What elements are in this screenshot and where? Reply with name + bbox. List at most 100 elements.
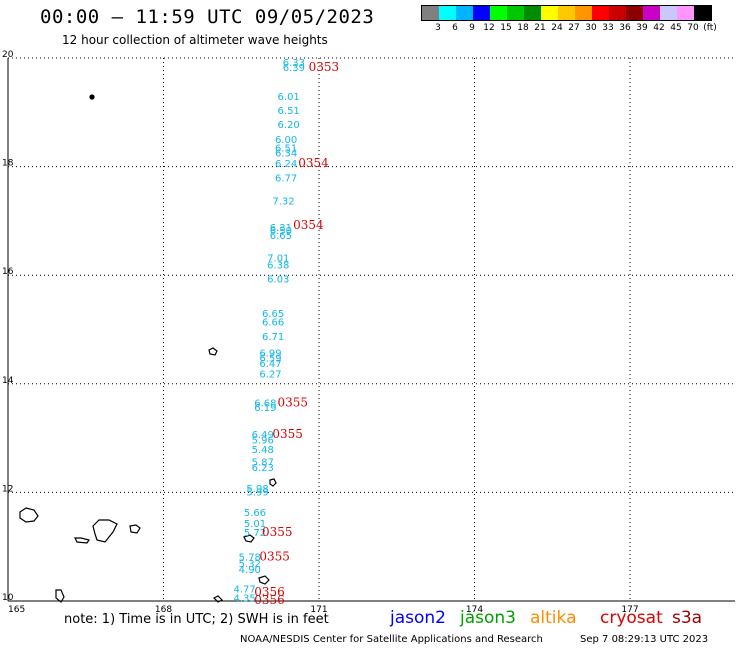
legend-label: (ft)	[703, 23, 717, 33]
legend-label: 42	[653, 23, 665, 33]
legend-label: 70	[687, 23, 699, 33]
island-cluster-2	[269, 478, 277, 487]
wave-height-value: 6.66	[262, 317, 284, 328]
legend-swatch	[524, 6, 541, 20]
footer-note: note: 1) Time is in UTC; 2) SWH is in fe…	[64, 612, 329, 627]
wave-height-value: 7.32	[272, 196, 294, 207]
legend-swatch	[643, 6, 660, 20]
legend-labels: 3 6 9 12 15 18 21 24 27 30 33 36 39 42 45 70 (ft)	[421, 21, 717, 35]
wave-height-value: 5.48	[252, 445, 274, 456]
legend-swatch	[541, 6, 558, 20]
pass-time-label: 0354	[293, 218, 324, 232]
island-cluster-5	[74, 537, 90, 544]
wave-height-value: 5.78	[239, 552, 261, 563]
island-cluster-8	[55, 589, 65, 603]
legend-label: 24	[551, 23, 563, 33]
legend-label: 27	[568, 23, 580, 33]
wave-height-value: 6.65	[270, 231, 292, 242]
wave-height-value: 6.20	[278, 120, 300, 131]
island-cluster-3	[92, 519, 118, 543]
wave-height-value: 4.90	[239, 565, 261, 576]
wave-height-value: 6.51	[278, 106, 300, 117]
wave-height-value: 6.19	[254, 403, 276, 414]
legend-label: 15	[500, 23, 512, 33]
legend-swatch	[507, 6, 524, 20]
wave-height-value: 4.35	[233, 594, 255, 605]
legend-swatch	[456, 6, 473, 20]
wave-height-value: 6.34	[275, 148, 297, 159]
pass-time-label: 0355	[259, 549, 290, 563]
legend-swatch	[422, 6, 439, 20]
wave-height-value: 6.77	[275, 173, 297, 184]
wave-height-value: 6.38	[267, 260, 289, 271]
wave-height-value: 5.01	[244, 519, 266, 530]
legend-label: 12	[483, 23, 495, 33]
coastlines	[19, 94, 277, 603]
wave-height-value: 6.33	[283, 58, 305, 69]
lat-label: 20	[2, 50, 14, 60]
wave-height-value: 5.98	[246, 484, 268, 495]
satellite-label: altika	[530, 608, 577, 628]
lon-label: 168	[155, 605, 172, 615]
pass-time-label: 0356	[254, 585, 285, 599]
wave-height-value: 6.99	[259, 348, 281, 359]
wave-height-value: 5.99	[246, 487, 268, 498]
pass-time-label: 0356	[254, 593, 285, 607]
legend-label: 33	[602, 23, 614, 33]
wave-height-value: 6.65	[262, 309, 284, 320]
wave-height-value: 6.59	[259, 354, 281, 365]
wave-observations: 6.336.396.016.516.206.006.516.346.246.77…	[233, 58, 305, 605]
pass-time-label: 0355	[272, 427, 303, 441]
legend-label: 36	[619, 23, 631, 33]
wave-height-value: 6.47	[259, 359, 281, 370]
wave-height-value: 6.01	[278, 92, 300, 103]
legend-swatch	[609, 6, 626, 20]
wave-height-value: 6.39	[283, 63, 305, 74]
wave-height-value: 6.71	[262, 332, 284, 343]
island-cluster-7	[258, 575, 270, 585]
legend-swatch	[575, 6, 592, 20]
legend-swatch	[490, 6, 507, 20]
footer-timestamp: Sep 7 08:29:13 UTC 2023	[580, 634, 709, 645]
wave-height-value: 6.50	[270, 226, 292, 237]
wave-height-value: 7.01	[267, 253, 289, 264]
satellite-label: s3a	[672, 608, 703, 628]
page-subtitle: 12 hour collection of altimeter wave hei…	[62, 33, 328, 47]
wave-height-value: 6.27	[259, 369, 281, 380]
pass-time-label: 0355	[262, 525, 293, 539]
wave-height-value: 5.66	[244, 508, 266, 519]
island-cluster-1	[208, 347, 218, 356]
satellite-label: jason2	[390, 608, 446, 628]
lon-label: 165	[8, 605, 25, 615]
island-cluster-9	[212, 595, 224, 603]
legend-swatch	[439, 6, 456, 20]
satellite-label: cryosat	[600, 608, 663, 628]
legend-label: 39	[636, 23, 648, 33]
wave-height-value: 6.51	[275, 144, 297, 155]
wave-height-value: 6.23	[252, 463, 274, 474]
legend-swatch	[558, 6, 575, 20]
wave-height-value: 6.31	[270, 223, 292, 234]
legend-label: 6	[452, 23, 458, 33]
wave-height-value: 5.96	[252, 436, 274, 447]
wave-height-value: 6.03	[267, 274, 289, 285]
pass-time-label: 0355	[278, 395, 309, 409]
wave-height-value: 6.68	[254, 398, 276, 409]
legend-label: 3	[435, 23, 441, 33]
pass-time-label: 0354	[298, 156, 329, 170]
satellite-label: jason3	[460, 608, 516, 628]
wave-height-value: 6.49	[252, 430, 274, 441]
map-grid: 201816141210165168171174177	[2, 50, 735, 615]
legend-label: 21	[534, 23, 546, 33]
legend-label: 45	[670, 23, 682, 33]
legend-swatch	[473, 6, 490, 20]
lon-label: 174	[466, 605, 483, 615]
wave-height-value: 5.87	[252, 457, 274, 468]
lon-label: 171	[310, 605, 327, 615]
wave-height-value: 4.77	[233, 585, 255, 596]
legend-swatch	[677, 6, 694, 20]
wave-height-value: 5.32	[239, 559, 261, 570]
island-cluster-4	[129, 524, 141, 534]
